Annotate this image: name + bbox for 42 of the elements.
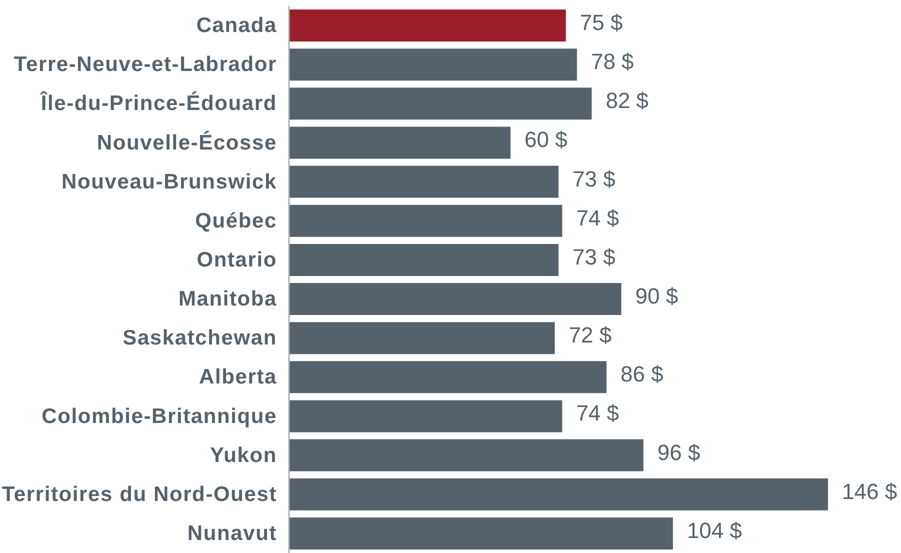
bar [289, 244, 558, 276]
data-label: 74 $ [576, 400, 620, 426]
y-tick-label: Île-du-Prince-Édouard [40, 91, 277, 116]
y-tick-label: Ontario [196, 248, 277, 272]
data-label: 86 $ [620, 362, 664, 387]
bar [289, 126, 511, 159]
y-tick-label: Terre-Neuve-et-Labrador [14, 53, 277, 76]
bar [289, 478, 828, 510]
data-label: 82 $ [606, 88, 649, 114]
data-label: 73 $ [572, 166, 616, 192]
data-label: 104 $ [686, 518, 742, 543]
bar [289, 517, 673, 550]
y-tick-label: Nunavut [187, 522, 277, 545]
data-label: 146 $ [842, 478, 898, 504]
y-tick-label: Saskatchewan [122, 326, 277, 350]
data-label: 90 $ [635, 284, 678, 309]
bar [289, 400, 562, 432]
y-tick-label: Québec [195, 209, 277, 232]
y-tick-label: Alberta [199, 366, 277, 389]
bar [289, 283, 622, 316]
y-tick-label: Colombie-Britannique [42, 404, 277, 428]
bar [289, 204, 562, 237]
data-label: 96 $ [657, 440, 700, 465]
bar [289, 166, 558, 198]
bar [289, 88, 592, 120]
y-tick-label: Manitoba [178, 288, 277, 311]
y-tick-label: Territoires du Nord-Ouest [2, 482, 277, 506]
data-label: 72 $ [568, 322, 612, 348]
y-tick-label: Canada [196, 14, 277, 38]
data-label: 73 $ [572, 244, 616, 270]
bar [289, 322, 555, 354]
bar [289, 361, 606, 394]
y-tick-label: Nouveau-Brunswick [62, 170, 277, 194]
bar [289, 10, 566, 42]
y-tick-label: Yukon [210, 444, 277, 467]
bar [289, 439, 644, 472]
data-label: 75 $ [580, 10, 623, 36]
y-tick-label: Nouvelle-Écosse [96, 130, 277, 154]
data-label: 78 $ [590, 49, 634, 74]
data-label: 74 $ [576, 205, 620, 230]
data-label: 60 $ [524, 127, 568, 152]
bar [289, 48, 577, 81]
